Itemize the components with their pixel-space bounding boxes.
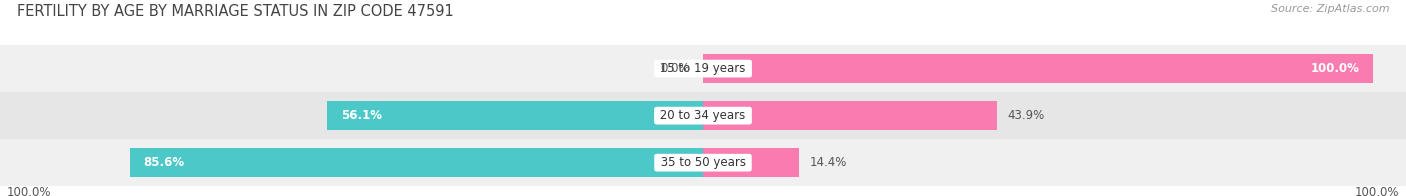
Text: FERTILITY BY AGE BY MARRIAGE STATUS IN ZIP CODE 47591: FERTILITY BY AGE BY MARRIAGE STATUS IN Z… (17, 4, 454, 19)
Bar (0, 92, 1406, 139)
Text: 56.1%: 56.1% (340, 109, 382, 122)
Text: 0.0%: 0.0% (659, 62, 689, 75)
Text: 100.0%: 100.0% (7, 186, 51, 196)
Text: Source: ZipAtlas.com: Source: ZipAtlas.com (1271, 4, 1389, 14)
Text: 43.9%: 43.9% (1007, 109, 1045, 122)
Text: 35 to 50 years: 35 to 50 years (657, 156, 749, 169)
Bar (0, 139, 1406, 186)
Bar (703, 54, 1372, 83)
Text: 15 to 19 years: 15 to 19 years (657, 62, 749, 75)
Text: 100.0%: 100.0% (1310, 62, 1360, 75)
Bar (0, 45, 1406, 92)
Text: 85.6%: 85.6% (143, 156, 184, 169)
Text: 14.4%: 14.4% (810, 156, 846, 169)
Text: 20 to 34 years: 20 to 34 years (657, 109, 749, 122)
Bar (129, 148, 703, 177)
Bar (328, 101, 703, 130)
Bar (703, 101, 997, 130)
Text: 100.0%: 100.0% (1355, 186, 1399, 196)
Bar (703, 148, 800, 177)
